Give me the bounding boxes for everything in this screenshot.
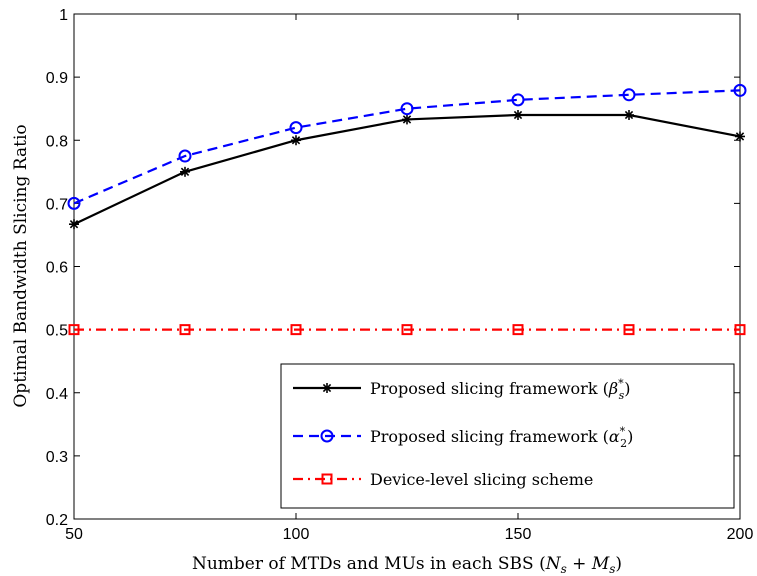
data-point-2	[401, 324, 413, 336]
legend-swatch-marker	[320, 429, 334, 443]
data-point-1	[511, 93, 525, 107]
data-point-1	[400, 102, 414, 116]
y-tick-label: 0.4	[46, 386, 68, 403]
y-tick-label: 0.7	[46, 196, 68, 213]
data-point-2	[179, 324, 191, 336]
y-axis-title: Optimal Bandwidth Slicing Ratio	[11, 124, 31, 407]
legend-label-device: Device-level slicing scheme	[370, 470, 593, 489]
y-tick-label: 0.6	[46, 260, 68, 277]
data-point-0	[624, 110, 634, 120]
x-tick-label: 50	[65, 526, 83, 543]
data-point-0	[180, 166, 190, 177]
data-point-0	[69, 219, 79, 230]
x-axis-title: Number of MTDs and MUs in each SBS (Ns +…	[192, 554, 622, 576]
data-point-2	[734, 324, 746, 336]
data-point-1	[733, 83, 747, 97]
series-layer	[67, 83, 747, 336]
data-point-2	[623, 324, 635, 336]
y-tick-label: 1	[59, 7, 68, 24]
x-tick-label: 150	[505, 526, 532, 543]
series-line-1	[73, 89, 741, 205]
data-point-2	[68, 324, 80, 336]
y-tick-label: 0.9	[46, 70, 68, 87]
legend: Proposed slicing framework (β* s) Propose…	[280, 363, 735, 509]
data-point-2	[290, 324, 302, 336]
x-tick-label: 200	[727, 526, 754, 543]
data-point-1	[622, 88, 636, 102]
data-point-1	[67, 196, 81, 210]
legend-swatch-marker	[321, 473, 333, 485]
legend-swatch-marker	[322, 383, 332, 393]
data-point-0	[402, 114, 412, 125]
legend-swatches	[293, 383, 361, 485]
data-point-1	[289, 121, 303, 135]
data-point-0	[513, 110, 523, 120]
legend-label-alpha: Proposed slicing framework (α* 2)	[370, 425, 633, 450]
data-point-0	[291, 135, 301, 146]
y-tick-label: 0.8	[46, 133, 68, 150]
series-0	[69, 110, 745, 230]
y-tick-label: 0.3	[46, 449, 68, 466]
legend-box	[280, 363, 735, 509]
data-point-0	[735, 131, 745, 142]
data-point-2	[512, 324, 524, 336]
series-2	[68, 324, 746, 336]
series-1	[67, 83, 747, 210]
y-tick-label: 0.2	[46, 512, 68, 529]
axis-ticks: 50 100 150 200 0.2 0.3 0.4 0.5 0.6 0.7 0.8 0.9 1	[46, 7, 754, 543]
data-point-1	[178, 149, 192, 163]
y-tick-label: 0.5	[46, 323, 68, 340]
legend-label-beta: Proposed slicing framework (β* s)	[370, 377, 631, 402]
x-tick-label: 100	[283, 526, 310, 543]
